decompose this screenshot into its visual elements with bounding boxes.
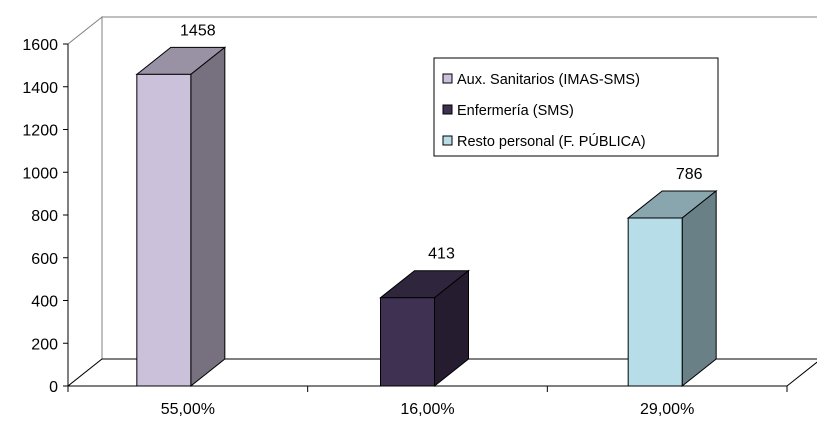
bar-side: [681, 189, 717, 388]
legend-label: Enfermería (SMS): [457, 103, 574, 119]
y-tick-label: 1000: [22, 165, 58, 182]
y-tick-label: 0: [49, 379, 58, 396]
legend-swatch: [442, 104, 453, 115]
legend-item: Enfermería (SMS): [442, 103, 574, 119]
y-tick-label: 400: [31, 294, 58, 311]
y-axis: 0 200 400 600 800 1000 1200 1400 1600: [22, 37, 69, 396]
data-label: 786: [676, 166, 703, 183]
data-label: 1458: [180, 22, 216, 39]
legend-swatch: [442, 135, 453, 146]
legend-label: Resto personal (F. PÚBLICA): [457, 133, 646, 150]
bar: [135, 46, 227, 388]
bar-front: [380, 297, 435, 387]
bar-front: [627, 217, 683, 387]
bar: [379, 269, 470, 388]
data-labels: 1458 413 786: [180, 22, 703, 262]
y-tick-label: 800: [31, 208, 58, 225]
y-tick-label: 1200: [22, 123, 58, 140]
legend: Aux. Sanitarios (IMAS-SMS) Enfermería (SM…: [433, 57, 719, 157]
bar-front: [136, 73, 192, 387]
legend-label: Aux. Sanitarios (IMAS-SMS): [457, 72, 640, 88]
x-tick-label: 29,00%: [640, 401, 694, 418]
data-label: 413: [428, 246, 455, 263]
bars: [135, 46, 718, 388]
side-wall: [67, 15, 103, 388]
x-axis: 55,00% 16,00% 29,00%: [67, 385, 788, 418]
bar-side: [190, 46, 226, 388]
y-tick-label: 1400: [22, 80, 58, 97]
legend-box: [433, 57, 719, 157]
x-tick-label: 16,00%: [400, 401, 454, 418]
legend-item: Aux. Sanitarios (IMAS-SMS): [442, 72, 640, 88]
x-tick-label: 55,00%: [161, 401, 215, 418]
y-tick-label: 1600: [22, 37, 58, 54]
y-tick-label: 200: [31, 336, 58, 353]
legend-swatch: [442, 73, 453, 84]
bar: [626, 189, 718, 388]
legend-item: Resto personal (F. PÚBLICA): [442, 133, 646, 150]
y-tick-label: 600: [31, 251, 58, 268]
